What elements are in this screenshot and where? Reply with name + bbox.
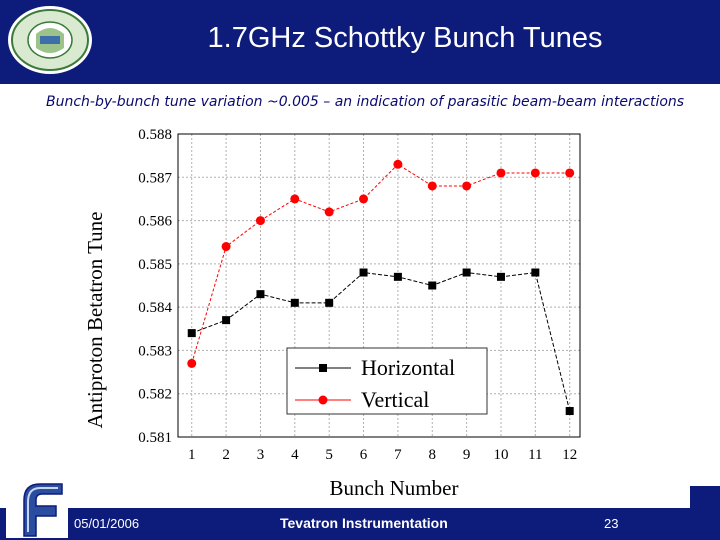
data-point-horizontal — [496, 272, 505, 281]
x-tick-label: 9 — [463, 447, 471, 463]
x-tick-label: 5 — [325, 447, 333, 463]
x-tick-label: 1 — [188, 447, 196, 463]
legend-label-horizontal: Horizontal — [361, 355, 455, 380]
data-point-horizontal — [531, 268, 540, 277]
data-point-vertical — [393, 159, 403, 169]
x-tick-label: 12 — [562, 447, 577, 463]
data-point-horizontal — [222, 316, 231, 325]
footer-bar — [0, 508, 720, 540]
y-tick-label: 0.586 — [138, 214, 172, 230]
data-point-vertical — [496, 168, 506, 178]
legend-label-vertical: Vertical — [361, 387, 429, 412]
x-tick-label: 7 — [394, 447, 402, 463]
y-tick-label: 0.582 — [138, 387, 172, 403]
y-tick-label: 0.585 — [138, 257, 172, 273]
data-point-horizontal — [462, 268, 471, 277]
x-tick-label: 11 — [528, 447, 542, 463]
footer-title: Tevatron Instrumentation — [280, 515, 448, 531]
y-tick-label: 0.581 — [138, 430, 172, 446]
data-point-vertical — [324, 207, 334, 217]
data-point-horizontal — [256, 290, 265, 299]
data-point-horizontal — [325, 298, 334, 307]
data-point-vertical — [187, 358, 197, 368]
data-point-vertical — [221, 242, 231, 252]
data-point-horizontal — [290, 298, 299, 307]
y-tick-label: 0.584 — [138, 300, 172, 316]
data-point-horizontal — [393, 272, 402, 281]
x-tick-label: 2 — [222, 447, 230, 463]
plot-frame — [177, 133, 581, 438]
x-tick-label: 4 — [291, 447, 299, 463]
data-point-horizontal — [565, 407, 574, 416]
conference-logo — [8, 6, 92, 74]
x-tick-label: 6 — [360, 447, 368, 463]
data-point-vertical — [359, 194, 369, 204]
data-point-horizontal — [187, 329, 196, 338]
data-point-horizontal — [428, 281, 437, 290]
data-point-horizontal — [359, 268, 368, 277]
y-tick-label: 0.588 — [138, 127, 172, 143]
slide-subtitle: Bunch-by-bunch tune variation ~0.005 – a… — [46, 94, 685, 110]
data-point-vertical — [530, 168, 540, 178]
series-line-horizontal — [191, 271, 571, 412]
data-point-vertical — [462, 181, 472, 191]
x-tick-label: 8 — [429, 447, 437, 463]
series-layer — [187, 159, 575, 416]
y-tick-label: 0.583 — [138, 343, 172, 359]
x-tick-label: 10 — [493, 447, 508, 463]
legend-marker-horizontal — [319, 364, 327, 372]
footer-accent — [690, 486, 720, 508]
slide-title: 1.7GHz Schottky Bunch Tunes — [207, 22, 603, 54]
data-point-vertical — [427, 181, 437, 191]
x-tick-label: 3 — [257, 447, 265, 463]
data-point-vertical — [255, 216, 265, 226]
tune-chart: 0.581 0.582 0.583 0.584 0.585 0.586 0.587 0.588… — [83, 127, 581, 500]
x-tick-labels: 1 2 3 4 5 6 7 8 9 10 11 12 — [188, 447, 577, 463]
data-point-vertical — [565, 168, 575, 178]
header-bar — [0, 0, 720, 84]
data-point-vertical — [290, 194, 300, 204]
x-axis-label: Bunch Number — [330, 476, 459, 500]
legend: Horizontal Vertical — [286, 347, 488, 415]
footer-date: 05/01/2006 — [74, 516, 140, 531]
y-axis-label: Antiproton Betatron Tune — [83, 211, 107, 428]
page-number: 23 — [604, 516, 619, 531]
legend-marker-vertical — [318, 395, 328, 405]
y-tick-labels: 0.581 0.582 0.583 0.584 0.585 0.586 0.587 0.588 — [138, 127, 172, 446]
y-tick-label: 0.587 — [138, 170, 172, 186]
fermilab-logo — [6, 478, 68, 538]
series-line-vertical — [191, 163, 570, 364]
